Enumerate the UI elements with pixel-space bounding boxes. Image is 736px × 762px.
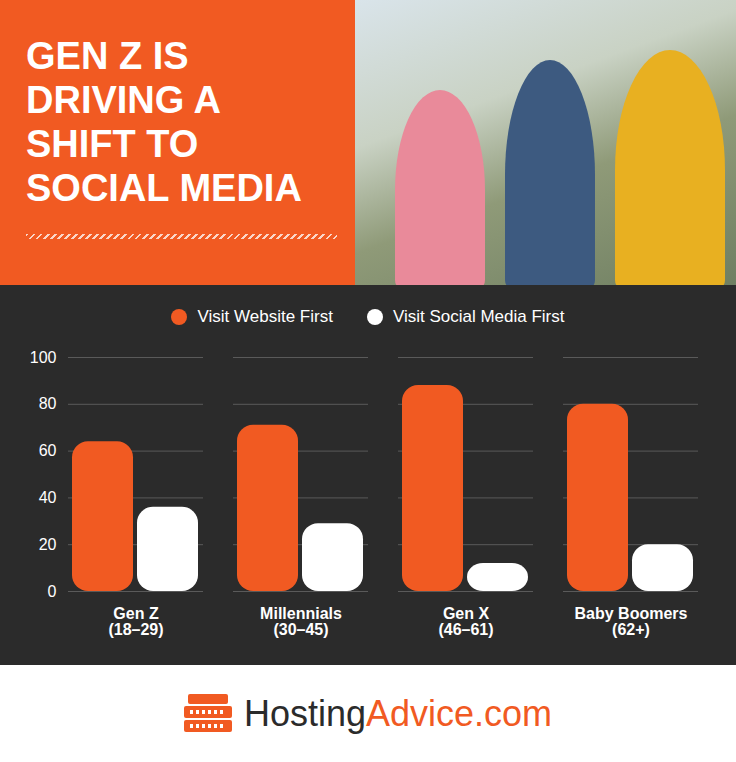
svg-text:20: 20 [39,536,57,553]
svg-text:100: 100 [30,349,57,366]
html-text:Visit Website First: Visit Website First [197,307,333,326]
html-text:GEN Z IS DRIVING A SHIFT TO SO: GEN Z IS DRIVING A SHIFT TO SOCIAL MEDIA [26,35,302,209]
svg-text:40: 40 [39,489,57,506]
svg-text:Gen X(46–61): Gen X(46–61) [438,605,493,638]
svg-text:Baby Boomers(62+): Baby Boomers(62+) [575,605,688,638]
svg-text:0: 0 [48,583,57,600]
svg-text:60: 60 [39,442,57,459]
svg-text:Millennials(30–45): Millennials(30–45) [260,605,342,638]
svg-text:Gen Z(18–29): Gen Z(18–29) [108,605,163,638]
html-text:Visit Social Media First: Visit Social Media First [392,307,565,326]
svg-text:80: 80 [39,395,57,412]
html-text:Hosting Advice.com: Hosting Advice.com [243,692,553,734]
